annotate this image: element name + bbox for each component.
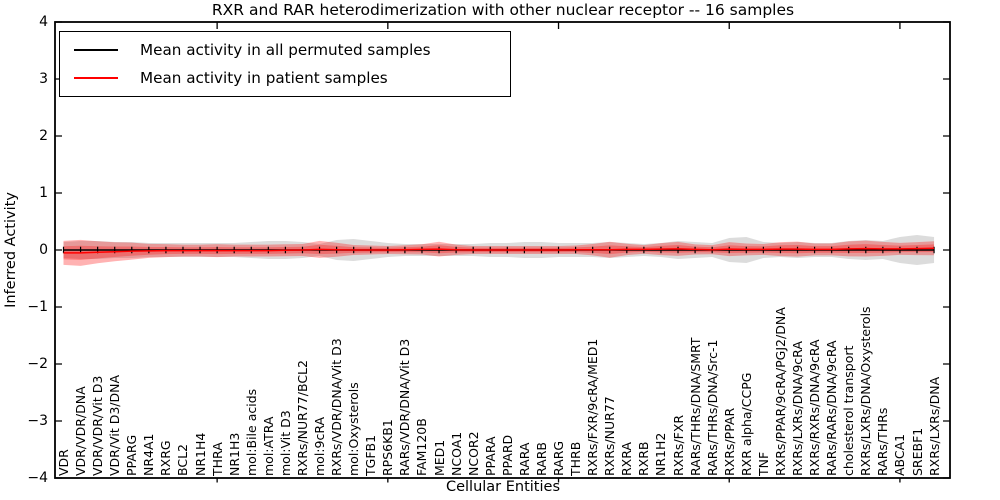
x-category-label: RXRs/PPAR/9cRA/PGJ2/DNA [772, 307, 788, 476]
x-category-label: cholesterol transport [841, 345, 857, 476]
patient-spread-band-inner [63, 244, 935, 260]
x-category-label: RXRG [158, 440, 174, 476]
x-category-label: RARs/THRs/DNA/Src-1 [704, 339, 720, 476]
x-category-label: ABCA1 [892, 433, 908, 476]
x-category-label: NCOA1 [448, 431, 464, 476]
y-tick-label: 2 [39, 128, 48, 144]
x-category-label: PPARA [482, 436, 498, 476]
x-category-label: THRA [209, 442, 225, 476]
x-category-label: VDR/VDR/Vit D3 [90, 375, 106, 476]
x-category-label: mol:Bile acids [243, 388, 259, 476]
x-category-label: RXRs/LXRs/DNA/9cRA [790, 341, 805, 476]
x-category-label: RXRB [636, 441, 652, 476]
x-category-label: NR1H3 [226, 432, 242, 476]
x-category-label: RXRs/VDR/DNA/Vit D3 [329, 338, 345, 476]
x-category-label: RARs/RARs/DNA/9cRA [824, 340, 840, 476]
x-category-label: RARs/THRs [875, 407, 891, 476]
x-category-label: RXRA [619, 442, 635, 476]
chart-title: RXR and RAR heterodimerization with othe… [211, 1, 795, 19]
x-category-label: RXRs/NUR77/BCL2 [294, 360, 310, 476]
legend-line-red-icon [74, 76, 118, 79]
y-tick-label: 1 [39, 185, 48, 201]
y-tick-label: −3 [27, 413, 48, 429]
x-category-label: RXRs/LXRs/DNA/Oxysterols [858, 306, 874, 476]
legend: Mean activity in all permuted samples Me… [59, 31, 511, 97]
x-category-label: RXR alpha/CCPG [738, 372, 754, 476]
x-category-label: MED1 [431, 439, 447, 476]
x-category-label: RXRs/NUR77 [602, 396, 618, 476]
y-tick-label: 3 [39, 71, 48, 87]
x-axis-title: Cellular Entities [445, 479, 561, 495]
x-category-label: TNF [755, 451, 771, 476]
x-category-label: NR1H4 [192, 432, 208, 476]
patient-mean-line [63, 247, 935, 254]
y-tick-label: −2 [27, 356, 48, 372]
axis-ticks [55, 21, 950, 483]
x-category-label: VDR/Vit D3/DNA [107, 374, 123, 476]
legend-label-patient: Mean activity in patient samples [140, 68, 388, 87]
x-category-label: RARs/THRs/DNA/SMRT [687, 337, 703, 476]
x-category-label: RXRs/RXRs/DNA/9cRA [807, 339, 823, 476]
y-tick-label: 4 [39, 14, 48, 30]
y-tick-label: −1 [27, 299, 48, 315]
x-category-label: RARB [533, 442, 549, 476]
x-category-label: SREBF1 [909, 427, 925, 476]
y-tick-label: −4 [27, 470, 48, 486]
x-category-label: RARA [516, 442, 532, 476]
x-category-label: RXRs/FXR/9cRA/MED1 [585, 338, 601, 476]
x-category-label: FAM120B [414, 418, 430, 476]
legend-item-patient: Mean activity in patient samples [74, 69, 510, 87]
x-category-label: mol:Oxysterols [346, 382, 362, 476]
x-category-label: RARG [551, 440, 567, 476]
patient-spread-band-outer [63, 239, 935, 266]
x-category-label: NR1H2 [653, 432, 669, 476]
x-category-label: THRB [568, 441, 584, 476]
x-category-label: VDR/VDR/DNA [73, 386, 89, 476]
x-category-label: BCL2 [175, 443, 191, 476]
x-category-label: NCOR2 [465, 431, 481, 476]
x-category-label: mol:Vit D3 [277, 410, 293, 476]
x-category-label: mol:ATRA [260, 416, 276, 476]
x-category-label: VDR [56, 449, 71, 476]
x-category-label: RPS6KB1 [380, 419, 396, 476]
x-category-label: NR4A1 [141, 433, 157, 477]
legend-line-black-icon [74, 49, 118, 52]
x-category-label: mol:9cRA [312, 416, 328, 476]
x-category-label: TGFB1 [363, 434, 379, 476]
x-category-label: RXRs/PPAR [721, 407, 737, 476]
x-category-label: PPARG [124, 434, 140, 476]
y-tick-label: 0 [39, 242, 48, 258]
x-category-label: PPARD [499, 434, 515, 476]
legend-label-permuted: Mean activity in all permuted samples [140, 41, 431, 60]
legend-item-permuted: Mean activity in all permuted samples [74, 41, 510, 59]
x-category-label: RARs/VDR/DNA/Vit D3 [397, 338, 413, 476]
x-category-label: RXRs/FXR [670, 414, 686, 476]
x-category-label: RXRs/LXRs/DNA [926, 376, 942, 476]
